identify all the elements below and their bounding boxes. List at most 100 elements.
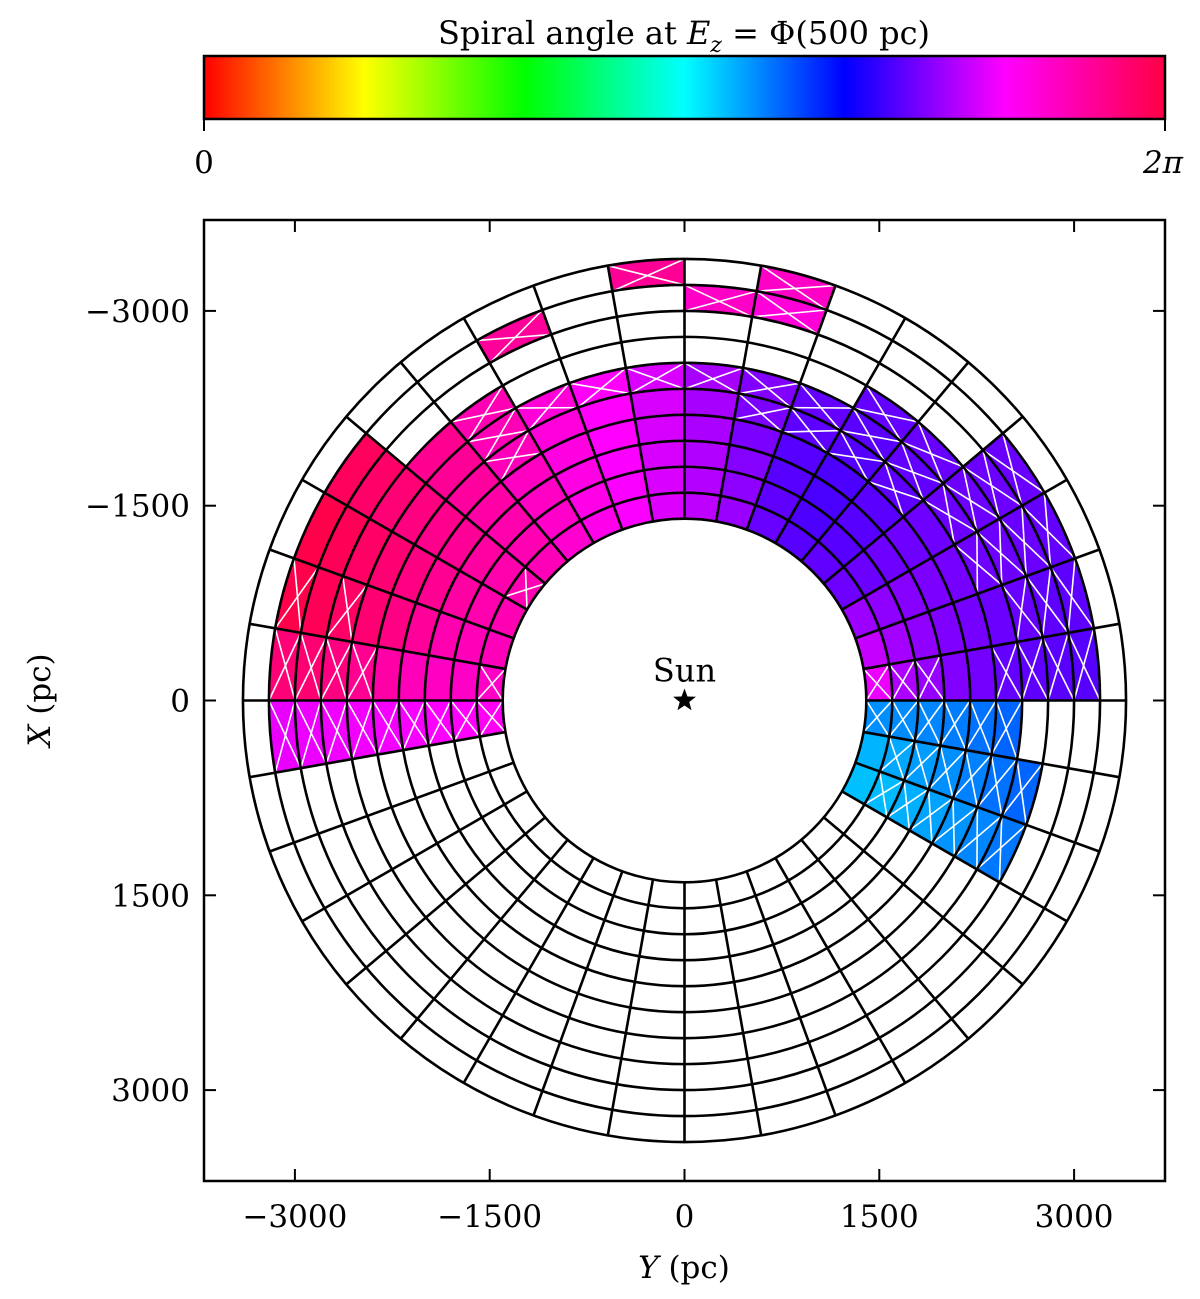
significance-hatch [450,407,516,423]
significance-hatch [865,663,890,701]
heatmap-cell [534,498,581,542]
significance-hatch [738,382,801,395]
significance-hatch [901,441,964,468]
significance-hatch [300,632,322,701]
heatmap-cell [840,408,902,462]
colorbar-title: Spiral angle at Ez = Φ(500 pc) [438,14,930,58]
heatmap-cell [886,780,929,831]
heatmap-cell [479,629,514,669]
heatmap-cell [459,533,506,584]
significance-hatch [607,264,685,286]
significance-hatch [1021,505,1027,577]
significance-hatch [351,641,374,701]
heatmap-cell [855,732,890,772]
grid-spoke [345,816,547,986]
significance-hatch [990,754,1003,817]
significance-hatch [294,637,328,701]
heatmap-cell [484,430,542,482]
significance-hatch [466,385,504,443]
grid-spoke [399,361,569,563]
grid-spoke [863,730,1120,779]
heatmap-cell [517,475,568,522]
significance-hatch [629,362,685,395]
heatmap-cell [909,789,953,844]
significance-hatch [1016,759,1027,825]
heatmap-cell [684,414,735,445]
significance-hatch [684,362,740,395]
heatmap-cell [903,500,955,558]
heatmap-cell [414,500,466,558]
heatmap-cell [716,495,756,530]
significance-hatch [862,668,893,702]
grid-spoke [863,622,1120,671]
heatmap-cell [372,646,404,701]
grid-spoke [714,879,763,1136]
significance-hatch [376,700,400,755]
significance-hatch [684,284,753,318]
y-tick-label: −1500 [85,489,190,525]
heatmap-cell [528,407,587,454]
heatmap-cell [864,583,905,630]
significance-hatch [998,518,1003,586]
heatmap-cell [788,498,835,542]
grid-spoke [800,838,970,1040]
significance-hatch [888,663,919,702]
significance-hatch [346,645,379,701]
heatmap-cell [940,650,971,701]
significance-hatch [1002,433,1023,506]
grid-spoke [462,317,595,544]
x-tick-label: 0 [675,1199,695,1235]
significance-hatch [864,779,905,806]
significance-hatch [840,429,902,443]
significance-hatch [427,700,452,746]
grid-spoke [745,285,837,531]
significance-hatch [969,700,993,755]
significance-hatch [476,668,507,702]
significance-hatch [528,382,570,432]
significance-hatch [914,700,945,742]
heatmap-cell [367,531,415,594]
significance-hatch [1067,558,1076,633]
heatmap-cell [868,461,924,517]
heatmap-cell [464,583,505,630]
heatmap-cell [648,492,685,522]
significance-hatch [450,699,481,738]
heatmap-cell [684,388,739,420]
significance-hatch [453,700,478,742]
significance-hatch [320,700,353,760]
heatmap-cell [634,414,685,445]
heatmap-cell [1021,492,1076,568]
heatmap-cell [300,567,343,638]
heatmap-cell [541,432,596,476]
significance-hatch [976,531,1027,577]
significance-hatch [917,421,944,484]
significance-hatch [346,700,379,756]
heatmap-cell [818,521,864,567]
significance-hatch [1001,584,1044,638]
significance-hatch [500,430,530,483]
heatmap-cell [982,433,1045,506]
heatmap-cell [424,655,455,701]
significance-hatch [325,584,368,638]
heatmap-cell [504,566,546,610]
heatmap-cell [977,585,1018,647]
significance-hatch [922,499,978,533]
heatmap-cell [454,620,490,665]
significance-hatch [952,798,956,857]
heatmap-cell [954,807,1002,870]
heatmap-cell [293,492,348,568]
grid-spoke [822,415,1024,585]
heatmap-cell [965,646,997,701]
heatmap-cell [755,480,802,521]
significance-hatch [476,699,507,733]
heatmap-cell [450,659,480,701]
significance-hatch [1041,567,1052,638]
significance-hatch [914,659,945,701]
heatmap-cell [851,481,904,534]
significance-hatch [982,449,1001,519]
x-tick-label: 1500 [840,1199,919,1235]
significance-hatch [891,659,916,701]
significance-hatch [1016,576,1027,642]
significance-hatch [962,466,1023,507]
heatmap-cell [550,520,594,562]
